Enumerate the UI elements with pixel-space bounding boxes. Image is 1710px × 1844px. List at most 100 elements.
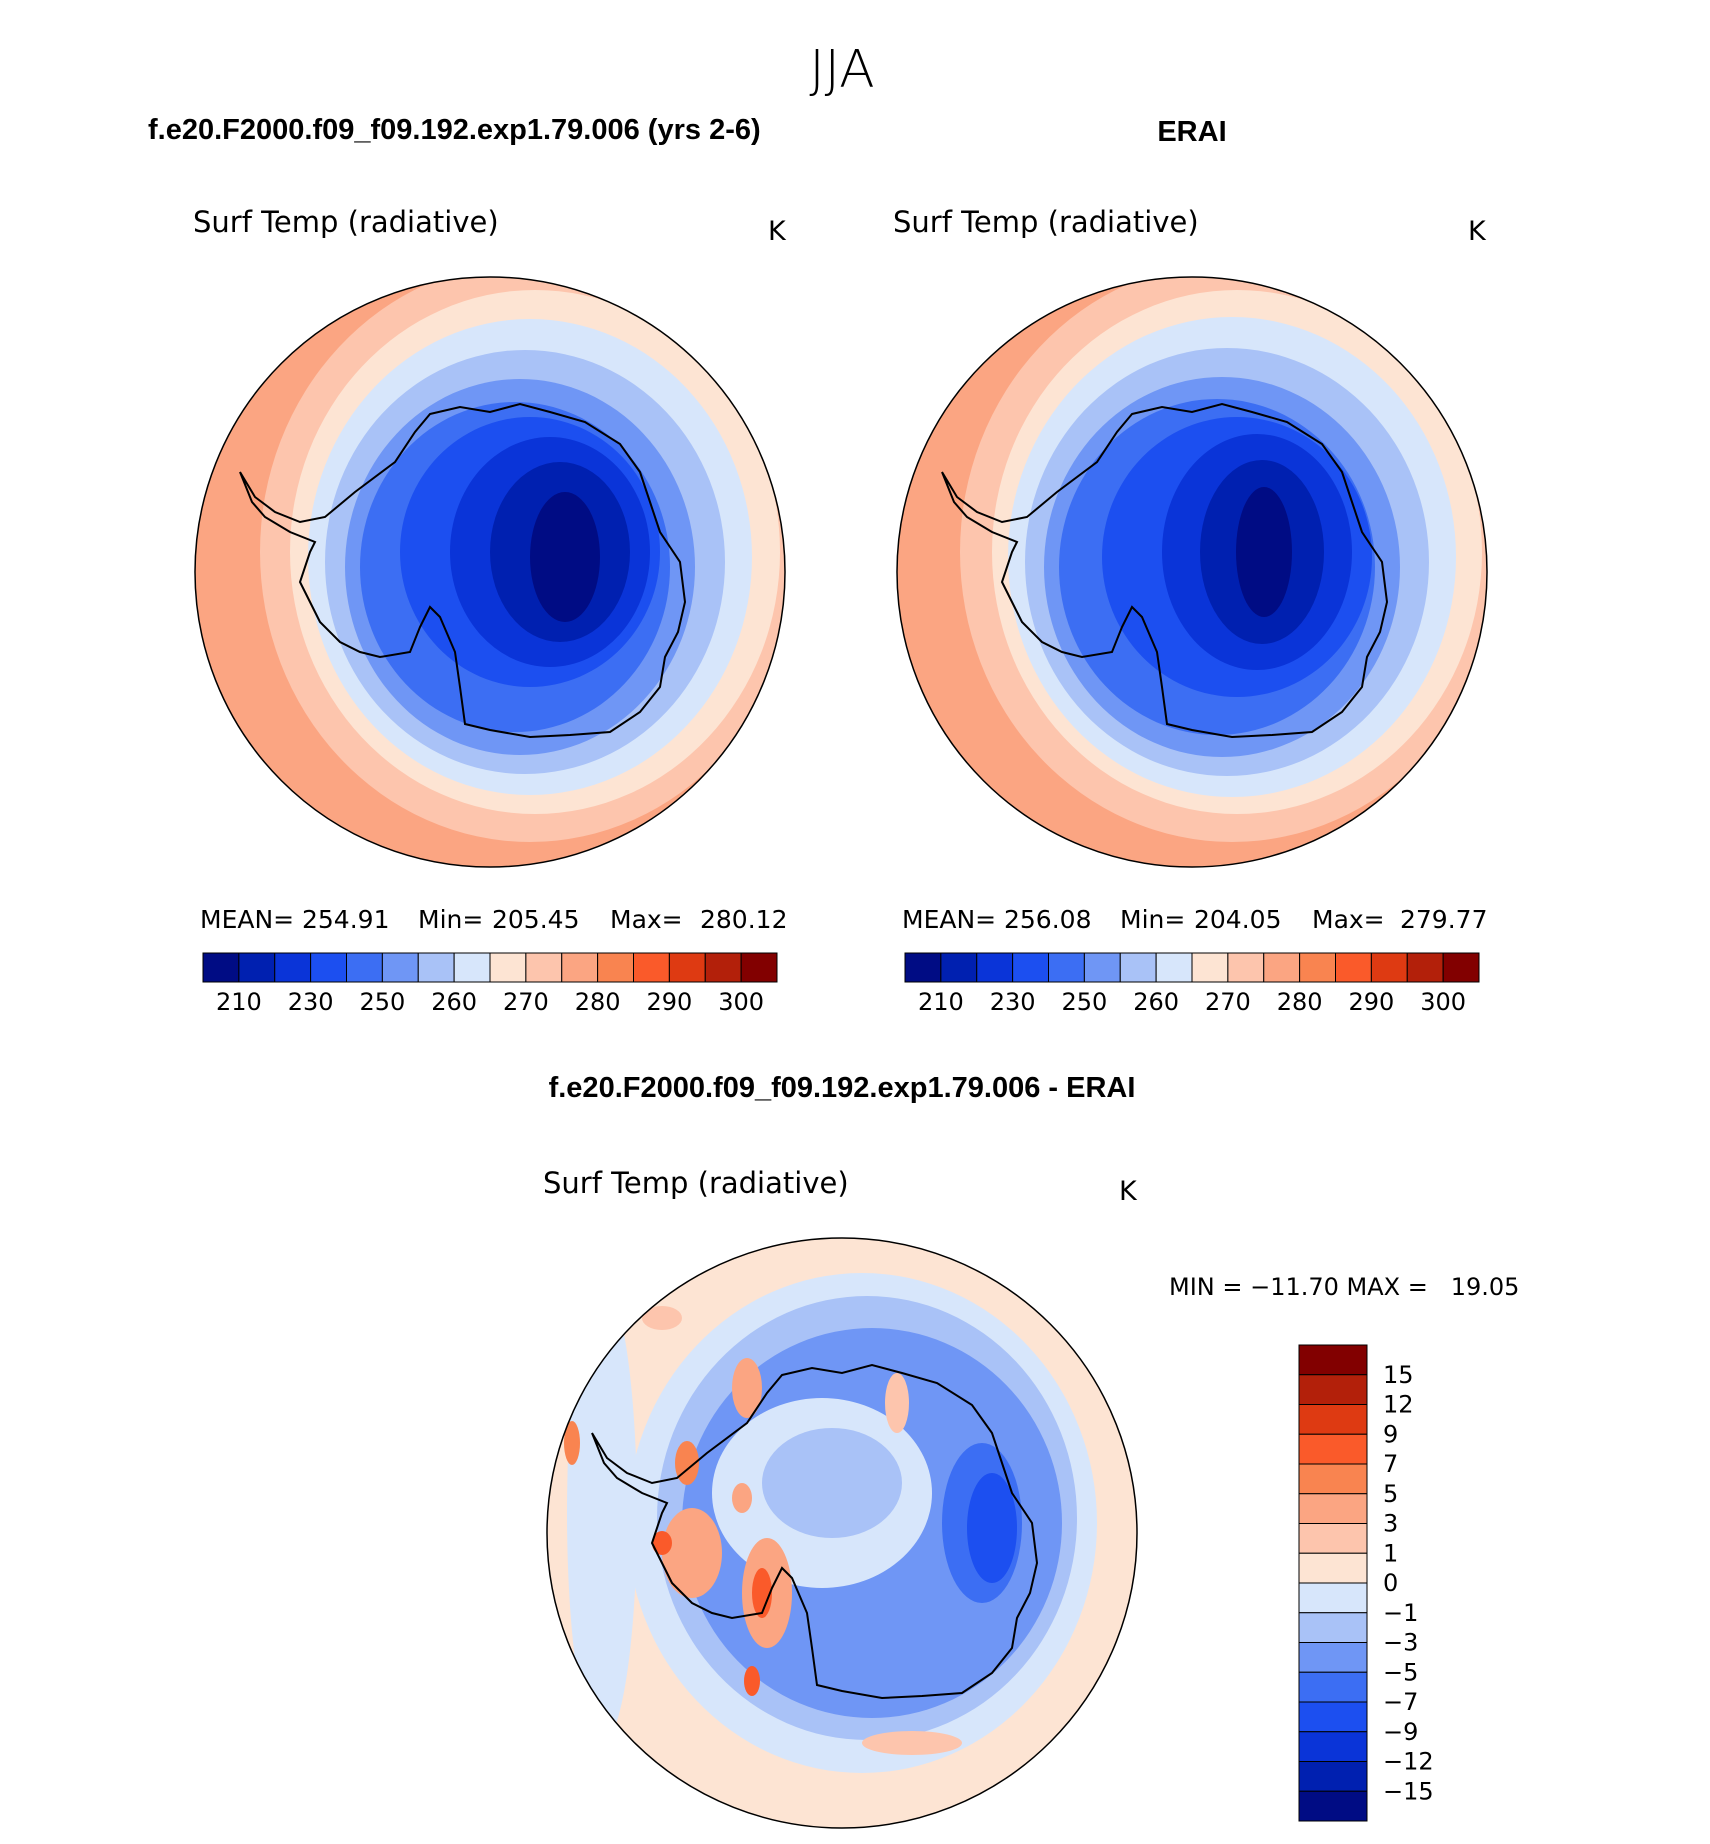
diff-blob-pos-9 xyxy=(652,1531,672,1555)
diff-blob-pos-12 xyxy=(744,1666,760,1696)
cbar-1-swatch-3 xyxy=(310,952,347,983)
stat-1-min: 205.45 xyxy=(492,905,579,934)
cbar-2-swatch-13 xyxy=(1370,952,1408,983)
diff-blob-pos-2 xyxy=(862,1731,962,1755)
diff-cbar-swatch-8 xyxy=(1298,1582,1368,1614)
diff-cbar-swatch-6 xyxy=(1298,1523,1368,1554)
stat-1-max-label: Max= xyxy=(610,905,683,934)
cbar-2-swatch-9 xyxy=(1227,952,1265,983)
panel-model: f.e20.F2000.f09_f09.192.exp1.79.006 (yrs… xyxy=(148,114,787,1016)
diff-cbar-tick-2: 9 xyxy=(1383,1420,1398,1448)
panel-2-map xyxy=(896,276,1488,868)
cbar-2-swatch-10 xyxy=(1263,952,1301,983)
diff-cbar-tick-13: −12 xyxy=(1383,1748,1434,1776)
cbar-1-swatch-10 xyxy=(561,952,599,983)
diff-blob-pos-11 xyxy=(732,1483,752,1513)
cbar-1-tick-6: 290 xyxy=(646,988,692,1016)
cbar-1-swatch-6 xyxy=(417,952,455,983)
stat-1-max: 280.12 xyxy=(700,905,787,934)
cbar-1-swatch-14 xyxy=(704,952,742,983)
diff-band-m9 xyxy=(967,1473,1017,1583)
diff-cbar-swatch-15 xyxy=(1298,1790,1368,1822)
panel-1-map xyxy=(194,276,786,868)
panel-2-stats: MEAN= 256.08 Min= 204.05 Max= 279.77 xyxy=(902,905,1487,934)
stat-1-mean: 254.91 xyxy=(302,905,389,934)
panel-2-colorbar: 210 230 250 260 270 280 290 300 xyxy=(904,952,1480,1016)
cbar-1-swatch-12 xyxy=(633,952,670,983)
cbar-2-swatch-2 xyxy=(976,952,1014,983)
cbar-2-swatch-3 xyxy=(1012,952,1049,983)
diff-cbar-swatch-3 xyxy=(1298,1433,1368,1465)
cbar-2-tick-6: 290 xyxy=(1348,988,1394,1016)
diff-blob-pos-10 xyxy=(885,1373,909,1433)
stat-2-mean: 256.08 xyxy=(1004,905,1091,934)
cbar-1-tick-4: 270 xyxy=(503,988,549,1016)
diff-blob-pos-1 xyxy=(642,1306,682,1330)
cbar-2-swatch-4 xyxy=(1048,952,1085,983)
diff-cbar-tick-11: −7 xyxy=(1383,1688,1418,1716)
diff-cbar-swatch-11 xyxy=(1298,1671,1368,1703)
stat-2-max: 279.77 xyxy=(1400,905,1487,934)
cbar-2-swatch-11 xyxy=(1299,952,1336,983)
cbar-1-swatch-5 xyxy=(381,952,419,983)
diff-cbar-tick-8: −1 xyxy=(1383,1599,1418,1627)
cbar-2-swatch-8 xyxy=(1191,952,1229,983)
diff-map-border xyxy=(546,1237,1138,1829)
cbar-2-swatch-12 xyxy=(1335,952,1372,983)
diff-cbar-tick-1: 12 xyxy=(1383,1391,1414,1419)
diff-var-label: Surf Temp (radiative) xyxy=(543,1166,849,1200)
panel-1-colorbar: 210 230 250 260 270 280 290 300 xyxy=(202,952,778,1016)
diff-cbar-tick-9: −3 xyxy=(1383,1629,1418,1657)
diff-cbar-swatch-7 xyxy=(1298,1552,1368,1584)
cbar-2-tick-0: 210 xyxy=(918,988,964,1016)
diff-cbar-swatch-12 xyxy=(1298,1701,1368,1733)
map-1-band-210 xyxy=(530,492,600,622)
diff-units: K xyxy=(1119,1176,1138,1207)
cbar-2-tick-1: 230 xyxy=(990,988,1036,1016)
diff-cbar-tick-3: 7 xyxy=(1383,1450,1398,1478)
cbar-1-tick-7: 300 xyxy=(718,988,764,1016)
cbar-1-swatch-13 xyxy=(668,952,706,983)
stat-2-min-label: Min= xyxy=(1120,905,1185,934)
cbar-2-swatch-0 xyxy=(904,952,942,983)
cbar-2-tick-3: 260 xyxy=(1133,988,1179,1016)
diff-band-west-m1 xyxy=(567,1283,637,1743)
diff-cbar-swatch-0 xyxy=(1298,1344,1368,1376)
stat-2-max-label: Max= xyxy=(1312,905,1385,934)
panel-1-stats: MEAN= 254.91 Min= 205.45 Max= 280.12 xyxy=(200,905,787,934)
stat-1-min-label: Min= xyxy=(418,905,483,934)
cbar-1-swatch-0 xyxy=(202,952,240,983)
diff-cbar-swatch-4 xyxy=(1298,1463,1368,1495)
diff-cbar-swatch-1 xyxy=(1298,1374,1368,1405)
diff-cbar-tick-10: −5 xyxy=(1383,1658,1418,1686)
panel-1-case-title: f.e20.F2000.f09_f09.192.exp1.79.006 (yrs… xyxy=(148,114,761,146)
cbar-2-swatch-14 xyxy=(1406,952,1444,983)
diff-cbar-tick-5: 3 xyxy=(1383,1510,1398,1538)
cbar-1-tick-5: 280 xyxy=(575,988,621,1016)
cbar-1-tick-1: 230 xyxy=(288,988,334,1016)
cbar-1-swatch-8 xyxy=(489,952,527,983)
cbar-2-swatch-1 xyxy=(940,952,978,983)
diff-cbar-swatch-14 xyxy=(1298,1761,1368,1792)
stat-1-mean-label: MEAN= xyxy=(200,905,294,934)
diff-map xyxy=(546,1237,1138,1829)
map-1-border xyxy=(194,276,786,868)
diff-case-title: f.e20.F2000.f09_f09.192.exp1.79.006 - ER… xyxy=(549,1072,1136,1104)
cbar-2-tick-4: 270 xyxy=(1205,988,1251,1016)
diff-cbar-swatch-9 xyxy=(1298,1612,1368,1643)
cbar-1-swatch-2 xyxy=(274,952,312,983)
panel-2-case-title: ERAI xyxy=(1157,116,1226,148)
cbar-2-tick-7: 300 xyxy=(1420,988,1466,1016)
diff-blob-pos-7 xyxy=(732,1358,762,1418)
panel-erai: ERAI Surf Temp (radiative) K MEAN= 2 xyxy=(893,116,1488,1016)
diff-cbar-tick-4: 5 xyxy=(1383,1480,1398,1508)
cbar-1-tick-3: 260 xyxy=(431,988,477,1016)
cbar-2-swatch-7 xyxy=(1155,952,1193,983)
cbar-1-swatch-7 xyxy=(453,952,491,983)
diff-blob-pos-8 xyxy=(564,1421,580,1465)
season-title: JJA xyxy=(809,40,874,100)
cbar-1-swatch-11 xyxy=(597,952,634,983)
diff-cbar-swatch-13 xyxy=(1298,1731,1368,1762)
